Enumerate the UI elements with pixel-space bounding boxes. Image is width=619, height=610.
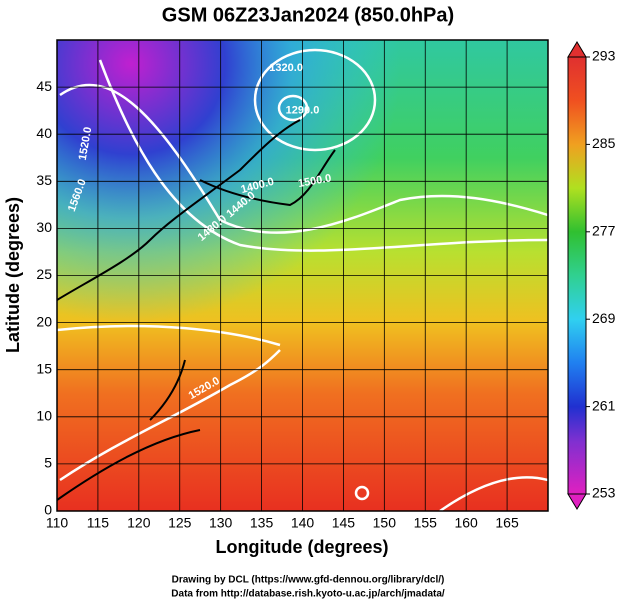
x-tick-label: 155	[414, 515, 438, 531]
y-tick-label: 40	[36, 125, 52, 141]
contour-label: 1290.0	[286, 105, 320, 117]
colorbar-tick-label: 269	[592, 310, 616, 326]
x-tick-label: 145	[332, 515, 356, 531]
x-tick-label: 115	[87, 515, 110, 531]
colorbar-min-arrow	[567, 493, 587, 510]
footer-line: Drawing by DCL (https://www.gfd-dennou.o…	[172, 575, 445, 586]
x-tick-label: 135	[250, 515, 274, 531]
x-tick-label: 160	[454, 515, 478, 531]
y-tick-label: 0	[44, 502, 52, 518]
footer-line: Data from http://database.rish.kyoto-u.a…	[171, 589, 445, 600]
grid	[56, 40, 548, 512]
colorbar-tick-label: 261	[592, 397, 616, 413]
x-tick-label: 125	[168, 515, 192, 531]
contour-label: 1520.0	[77, 126, 95, 161]
title: GSM 06Z23Jan2024 (850.0hPa)	[162, 4, 454, 26]
colorbar-tick-label: 277	[592, 223, 616, 239]
y-tick-label: 25	[36, 266, 52, 282]
x-tick-label: 150	[373, 515, 397, 531]
x-tick-label: 165	[495, 515, 519, 531]
y-tick-label: 15	[36, 360, 52, 376]
x-tick-label: 140	[291, 515, 315, 531]
colorbar-tick-label: 253	[592, 485, 616, 501]
x-tick-label: 110	[46, 515, 69, 531]
contour-label: 1320.0	[269, 62, 303, 74]
y-tick-label: 30	[36, 219, 52, 235]
y-axis-label: Latitude (degrees)	[3, 197, 23, 353]
x-tick-label: 130	[209, 515, 233, 531]
contour-label: 1500.0	[297, 172, 332, 190]
contours	[57, 48, 548, 511]
y-tick-label: 10	[36, 408, 52, 424]
colorbar-tick-label: 285	[592, 135, 616, 151]
colorbar	[567, 56, 587, 495]
plot-frame	[56, 39, 549, 512]
y-tick-label: 5	[44, 455, 52, 471]
x-axis-label: Longitude (degrees)	[215, 537, 388, 557]
y-tick-label: 35	[36, 172, 52, 188]
colorbar-max-arrow	[567, 41, 587, 58]
x-tick-label: 120	[127, 515, 151, 531]
y-tick-label: 45	[36, 78, 52, 94]
y-tick-label: 20	[36, 313, 52, 329]
colorbar-tick-label: 293	[592, 48, 616, 64]
